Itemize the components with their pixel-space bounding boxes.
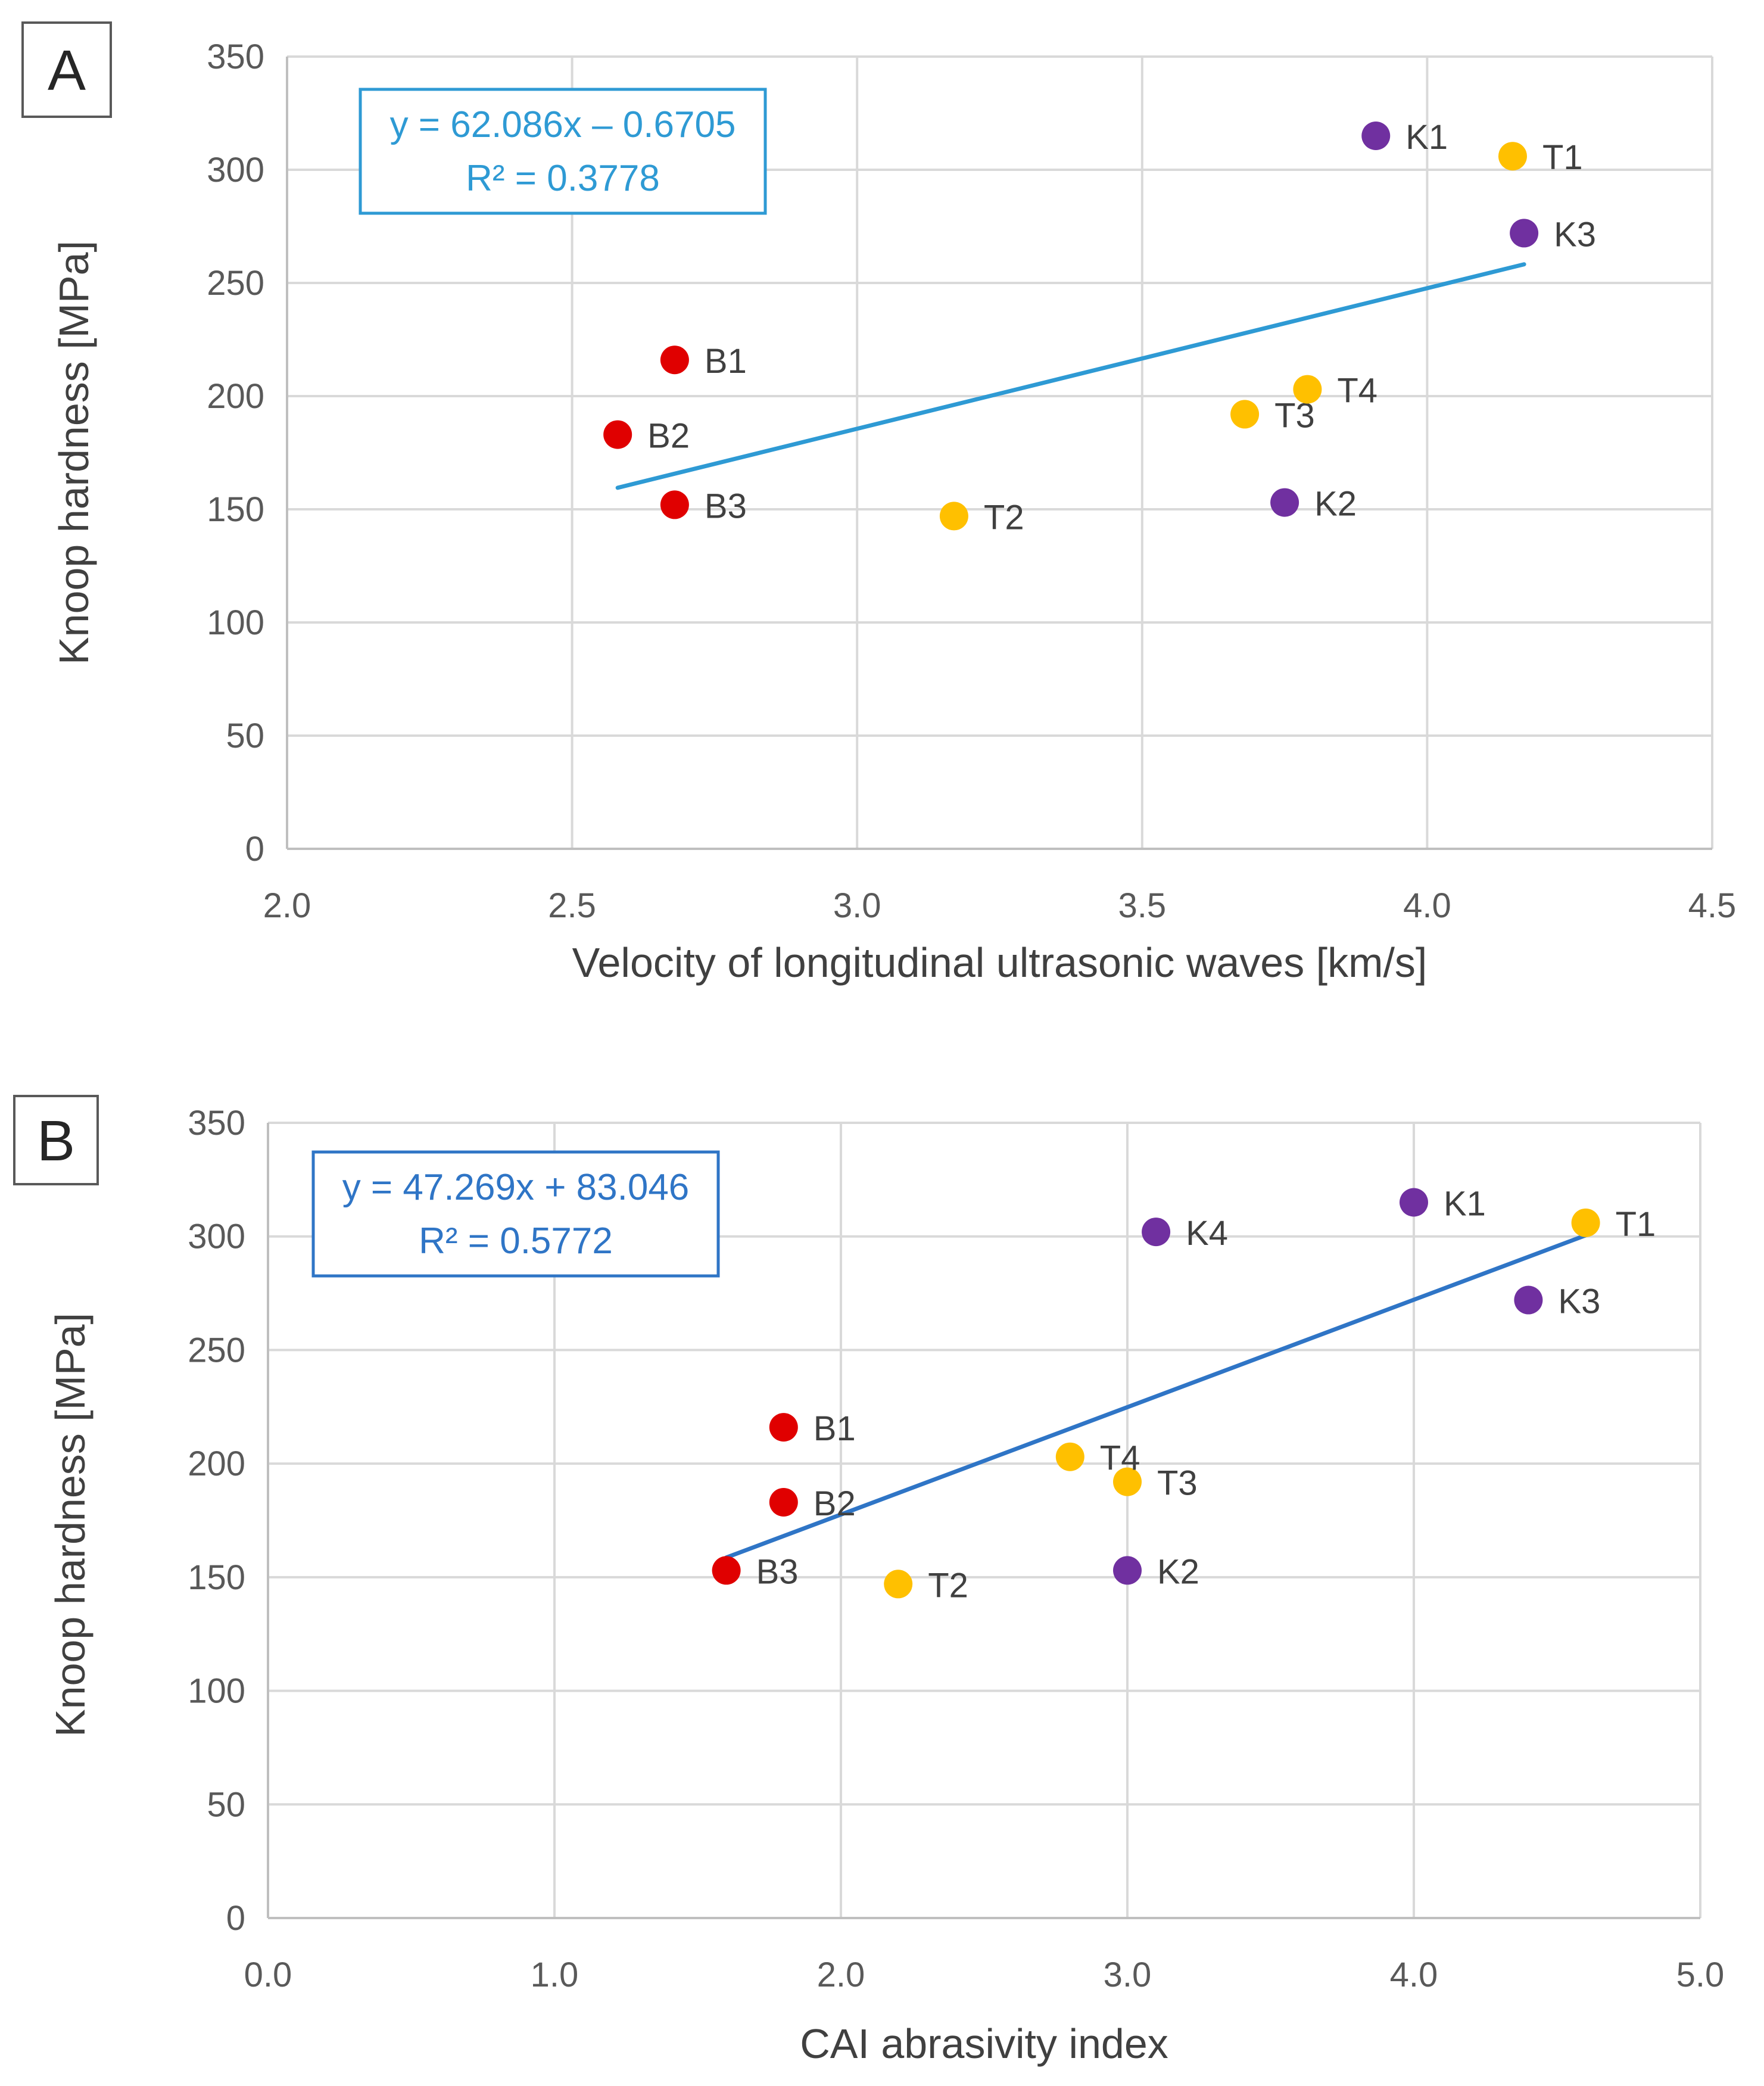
b-point-label-k4: K4 (1186, 1214, 1228, 1253)
b-point-t2 (884, 1570, 913, 1599)
a-point-label-b1: B1 (705, 342, 747, 381)
b-point-label-b3: B3 (756, 1552, 799, 1591)
b-equation-box (311, 1150, 720, 1278)
a-point-k3 (1510, 219, 1539, 248)
b-point-k4 (1142, 1218, 1171, 1247)
a-point-label-k2: K2 (1314, 485, 1357, 524)
a-point-label-b3: B3 (705, 487, 747, 525)
a-panel-letter-box (21, 21, 112, 118)
a-point-k1 (1361, 122, 1391, 150)
b-x-tick-label: 4.0 (1390, 1956, 1438, 1994)
a-point-t2 (939, 502, 968, 531)
a-point-label-t2: T2 (984, 498, 1024, 537)
a-y-tick-label: 150 (207, 490, 264, 529)
b-y-tick-label: 150 (188, 1558, 245, 1597)
a-equation-box (359, 88, 767, 215)
a-point-b1 (660, 345, 689, 375)
a-point-t1 (1498, 142, 1527, 171)
a-x-tick-label: 4.0 (1403, 886, 1451, 925)
a-point-b2 (603, 420, 632, 449)
b-point-label-t4: T4 (1100, 1439, 1140, 1478)
b-x-tick-label: 5.0 (1676, 1956, 1725, 1994)
b-trendline (724, 1233, 1588, 1560)
a-y-axis-title: Knoop hardness [MPa] (51, 241, 97, 665)
a-point-label-k3: K3 (1554, 215, 1596, 254)
b-point-k3 (1514, 1285, 1543, 1315)
a-point-t4 (1293, 375, 1322, 404)
a-x-tick-label: 3.0 (833, 886, 881, 925)
b-x-tick-label: 0.0 (244, 1956, 292, 1994)
a-r-squared-text: R² = 0.3778 (466, 158, 660, 199)
b-y-tick-label: 50 (207, 1785, 245, 1824)
b-y-tick-label: 300 (188, 1218, 245, 1256)
a-x-axis-title: Velocity of longitudinal ultrasonic wave… (572, 939, 1428, 986)
b-point-label-k2: K2 (1157, 1552, 1199, 1591)
b-y-tick-label: 200 (188, 1444, 245, 1483)
a-point-label-b2: B2 (647, 417, 690, 456)
a-point-k2 (1270, 488, 1299, 517)
b-point-label-t3: T3 (1157, 1464, 1198, 1503)
a-y-tick-label: 100 (207, 603, 264, 642)
a-y-tick-label: 0 (245, 830, 264, 868)
chart-panel-a: 2.0 2.5 3.0 3.5 4.0 4.5 0 50 100 150 200 250 300 350 V… (21, 21, 1737, 986)
b-point-b1 (769, 1413, 798, 1442)
a-y-tick-label: 200 (207, 377, 264, 416)
b-x-tick-label: 2.0 (817, 1956, 865, 1994)
a-panel-letter: A (48, 39, 86, 102)
b-point-k1 (1400, 1188, 1428, 1217)
a-point-label-t4: T4 (1337, 372, 1377, 410)
a-y-tick-label: 350 (207, 38, 264, 76)
b-equation-text: y = 47.269x + 83.046 (342, 1167, 690, 1208)
b-y-tick-label: 100 (188, 1672, 245, 1711)
a-x-tick-label: 3.5 (1118, 886, 1166, 925)
b-panel-letter-box (13, 1095, 99, 1185)
a-x-tick-label: 4.5 (1688, 886, 1737, 925)
b-y-axis-title: Knoop hardness [MPa] (47, 1313, 94, 1737)
b-x-axis-title: CAI abrasivity index (800, 2020, 1168, 2067)
b-y-tick-label: 250 (188, 1331, 245, 1369)
b-point-b2 (769, 1487, 798, 1517)
b-x-tick-label: 1.0 (531, 1956, 579, 1994)
b-point-t3 (1113, 1467, 1142, 1496)
chart-panel-b: 0.0 1.0 2.0 3.0 4.0 5.0 0 50 100 150 200 250 300 350 C… (13, 1095, 1725, 2067)
b-point-label-b1: B1 (814, 1409, 856, 1448)
b-panel-letter: B (37, 1109, 75, 1173)
a-x-tick-label: 2.5 (548, 886, 596, 925)
a-point-b3 (660, 490, 689, 519)
a-y-tick-label: 300 (207, 151, 264, 189)
a-point-t3 (1230, 400, 1260, 429)
a-y-tick-label: 250 (207, 264, 264, 303)
b-point-t4 (1055, 1442, 1084, 1471)
b-r-squared-text: R² = 0.5772 (419, 1221, 613, 1262)
b-point-label-k1: K1 (1444, 1185, 1486, 1223)
a-point-label-k1: K1 (1405, 118, 1448, 157)
a-y-tick-label: 50 (226, 717, 264, 755)
b-y-tick-label: 0 (226, 1899, 245, 1938)
b-point-label-t2: T2 (928, 1566, 968, 1605)
b-y-tick-label: 350 (188, 1104, 245, 1142)
b-point-label-b2: B2 (814, 1484, 856, 1523)
a-x-tick-label: 2.0 (263, 886, 311, 925)
a-point-label-t1: T1 (1542, 138, 1583, 177)
b-point-label-t1: T1 (1616, 1205, 1656, 1244)
b-x-tick-label: 3.0 (1104, 1956, 1152, 1994)
b-point-t1 (1571, 1208, 1600, 1237)
a-trendline (615, 262, 1526, 490)
b-point-k2 (1113, 1556, 1142, 1585)
a-equation-text: y = 62.086x – 0.6705 (390, 104, 736, 145)
b-point-label-k3: K3 (1558, 1282, 1600, 1321)
b-point-b3 (712, 1556, 741, 1585)
